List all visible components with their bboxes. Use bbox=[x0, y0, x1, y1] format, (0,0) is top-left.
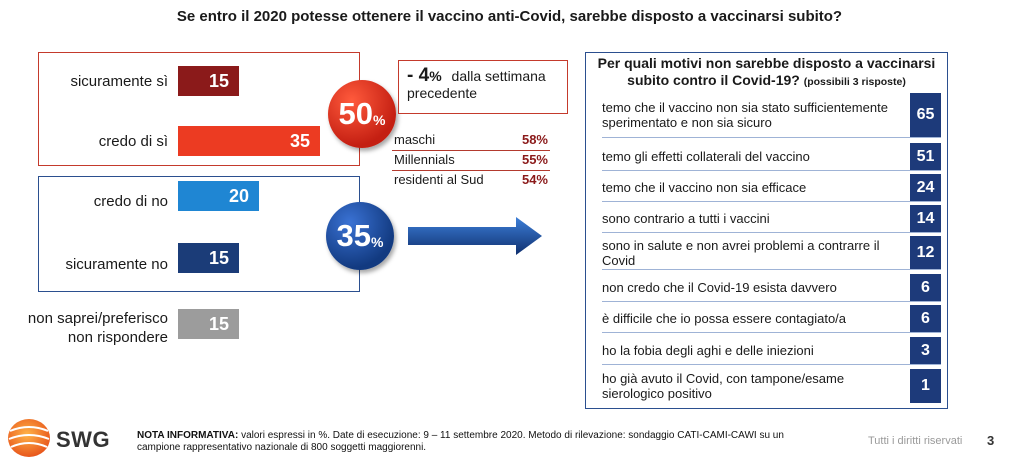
page-title: Se entro il 2020 potesse ottenere il vac… bbox=[176, 8, 843, 25]
arrow-right-icon bbox=[408, 217, 542, 255]
reason-value: 24 bbox=[910, 174, 941, 201]
reason-row: sono in salute e non avrei problemi a co… bbox=[602, 236, 941, 270]
reason-label: ho già avuto il Covid, con tampone/esame… bbox=[602, 371, 845, 401]
page-number: 3 bbox=[987, 433, 995, 448]
reason-value: 6 bbox=[910, 274, 941, 301]
stat-row: residenti al Sud 54% bbox=[394, 172, 548, 187]
reason-label: temo che il vaccino non sia efficace bbox=[602, 180, 807, 195]
bar: 15 bbox=[178, 66, 239, 96]
reason-row: è difficile che io possa essere contagia… bbox=[602, 305, 941, 333]
reason-label: temo gli effetti collaterali del vaccino bbox=[602, 149, 810, 164]
reason-row: ho la fobia degli aghi e delle iniezioni… bbox=[602, 337, 941, 365]
category-label: sicuramente sì bbox=[70, 73, 168, 90]
bar: 15 bbox=[178, 243, 239, 273]
no-total-badge: 35% bbox=[326, 202, 394, 270]
category-label: credo di no bbox=[93, 193, 168, 210]
footnote: NOTA INFORMATIVA: valori espressi in %. … bbox=[137, 430, 784, 453]
rights-text: Tutti i diritti riservati bbox=[868, 435, 963, 447]
category-label: credo di sì bbox=[98, 133, 168, 150]
reason-label: sono in salute e non avrei problemi a co… bbox=[602, 237, 880, 268]
reason-row: sono contrario a tutti i vaccini 14 bbox=[602, 205, 941, 233]
reason-row: temo che il vaccino non sia stato suffic… bbox=[602, 93, 941, 138]
reason-label: è difficile che io possa essere contagia… bbox=[602, 311, 847, 326]
demographic-stats: maschi 58% Millennials 55% residenti al Su… bbox=[392, 131, 550, 190]
reason-label: temo che il vaccino non sia stato suffic… bbox=[602, 100, 888, 130]
reason-value: 12 bbox=[910, 236, 941, 269]
swg-logo-icon bbox=[8, 419, 50, 457]
bar: 15 bbox=[178, 309, 239, 339]
reason-row: non credo che il Covid-19 esista davvero… bbox=[602, 274, 941, 302]
bar: 20 bbox=[178, 181, 259, 211]
reason-value: 1 bbox=[910, 369, 941, 403]
reason-row: ho già avuto il Covid, con tampone/esame… bbox=[602, 369, 941, 403]
reason-value: 6 bbox=[910, 305, 941, 332]
stat-row: Millennials 55% bbox=[392, 151, 550, 171]
category-label: sicuramente no bbox=[65, 256, 168, 273]
reason-row: temo che il vaccino non sia efficace 24 bbox=[602, 174, 941, 202]
weekly-change-callout: - 4% dalla settimana precedente bbox=[398, 60, 568, 114]
swg-logo-text: SWG bbox=[56, 427, 111, 452]
reason-label: ho la fobia degli aghi e delle iniezioni bbox=[602, 343, 814, 358]
reason-label: sono contrario a tutti i vaccini bbox=[602, 211, 770, 226]
reason-row: temo gli effetti collaterali del vaccino… bbox=[602, 143, 941, 171]
reason-label: non credo che il Covid-19 esista davvero bbox=[602, 280, 837, 295]
reasons-panel-title: Per quali motivi non sarebbe disposto a … bbox=[597, 55, 936, 88]
reason-value: 65 bbox=[910, 93, 941, 137]
reasons-panel: Per quali motivi non sarebbe disposto a … bbox=[585, 52, 948, 409]
bar: 35 bbox=[178, 126, 320, 156]
category-label: non saprei/preferisco non rispondere bbox=[27, 310, 168, 346]
reason-value: 3 bbox=[910, 337, 941, 364]
stat-row: maschi 58% bbox=[392, 131, 550, 151]
reason-value: 14 bbox=[910, 205, 941, 232]
reason-value: 51 bbox=[910, 143, 941, 170]
yes-total-badge: 50% bbox=[328, 80, 396, 148]
